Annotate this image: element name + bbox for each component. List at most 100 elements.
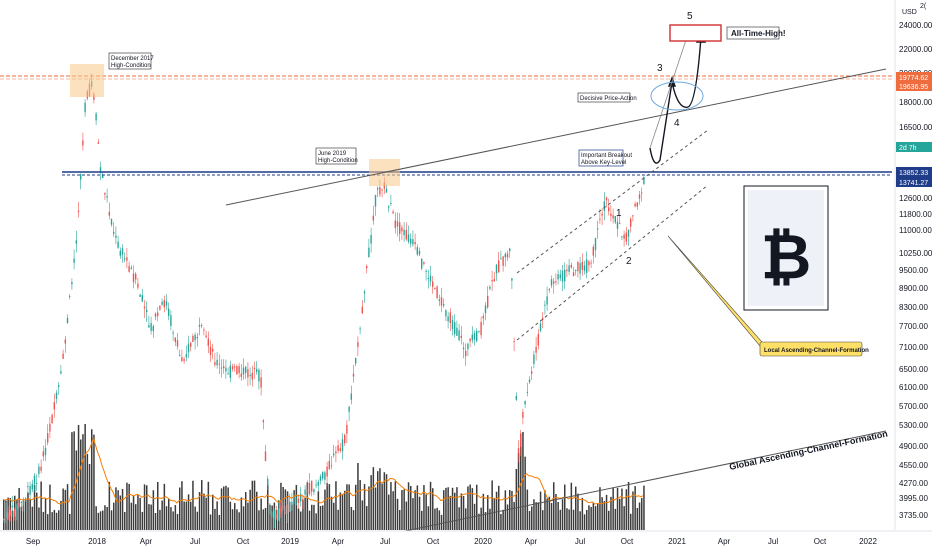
y-tick-label: 10250.00 — [899, 249, 932, 258]
candle-body — [284, 512, 286, 514]
volume-bar — [467, 486, 469, 530]
volume-bar — [588, 505, 590, 530]
volume-bar — [458, 507, 460, 530]
volume-bar — [359, 480, 361, 530]
volume-bar — [174, 505, 177, 530]
x-tick-label: 2019 — [281, 537, 299, 546]
volume-bar — [113, 502, 115, 530]
volume-bar — [207, 481, 210, 530]
candle-body — [566, 269, 568, 272]
candle-body — [240, 373, 242, 377]
volume-moving-average — [2, 436, 644, 505]
volume-bar — [209, 514, 212, 530]
candle-body — [583, 265, 586, 271]
candle-body — [500, 258, 502, 260]
candle-body — [363, 291, 366, 294]
candle-body — [31, 484, 33, 490]
candle-body — [561, 270, 564, 282]
time-axis[interactable]: Sep 2018 Apr Jul Oct 2019 Apr Jul Oct 2020 Apr Jul O… — [0, 530, 932, 550]
volume-bar — [260, 498, 262, 530]
candle-body — [95, 113, 97, 121]
candle-body — [234, 366, 236, 368]
candle-body — [262, 420, 264, 423]
volume-bar — [256, 491, 258, 530]
candle-body — [84, 102, 86, 113]
volume-bar — [159, 509, 161, 530]
candle-body — [322, 471, 324, 479]
candle-body — [20, 501, 22, 503]
y-tick-label: 7700.00 — [899, 322, 928, 331]
volume-bar — [227, 487, 229, 530]
candle-body — [553, 281, 555, 284]
volume-bar — [247, 502, 249, 530]
volume-bar — [478, 513, 480, 530]
volume-bar — [517, 453, 520, 530]
volume-bar — [289, 502, 291, 530]
candle-body — [275, 514, 278, 518]
y-tick-label: 4550.00 — [899, 461, 928, 470]
volume-bar — [421, 510, 423, 530]
volume-bar — [229, 501, 232, 530]
volume-bar — [570, 482, 573, 530]
volume-bar — [632, 491, 634, 530]
upper-trendline — [225, 68, 887, 206]
volume-bar — [139, 497, 141, 530]
volume-bar — [616, 487, 619, 530]
candle-body — [403, 229, 405, 236]
candle-body — [121, 248, 124, 255]
candle-body — [157, 312, 159, 316]
candle-body — [40, 466, 42, 471]
volume-bar — [388, 494, 390, 530]
candle-body — [278, 508, 280, 521]
candle-body — [27, 486, 29, 488]
x-tick-label: 2021 — [668, 537, 686, 546]
candle-body — [216, 359, 218, 366]
volume-bar — [31, 506, 34, 530]
volume-bar — [568, 509, 570, 530]
candle-body — [185, 354, 187, 358]
candle-body — [44, 447, 47, 456]
candle-body — [264, 451, 267, 462]
volume-bar — [187, 494, 190, 530]
volume-bar — [390, 482, 392, 530]
candle-body — [416, 247, 418, 255]
volume-bar — [172, 511, 174, 530]
volume-bar — [370, 475, 372, 530]
local-channel-callout: Local Ascending-Channel-Formation — [667, 235, 869, 357]
candle-body — [110, 219, 113, 225]
volume-bar — [324, 489, 326, 530]
candle-body — [443, 304, 445, 306]
price-label: 13852.33 — [899, 170, 928, 177]
candle-body — [370, 234, 372, 244]
volume-bar — [91, 429, 93, 530]
volume-bar — [77, 424, 80, 530]
candle-body — [586, 259, 588, 273]
volume-bar — [350, 506, 353, 530]
candle-body — [341, 439, 344, 452]
candle-body — [385, 188, 388, 193]
volume-bar — [436, 507, 438, 530]
candle-body — [548, 289, 550, 291]
candle-body — [357, 342, 359, 347]
volume-bar — [71, 432, 73, 530]
volume-bar — [544, 490, 546, 530]
volume-bar — [60, 500, 62, 530]
price-axis[interactable]: 24000.0022000.0020000.0018000.0016500.00… — [894, 0, 932, 530]
candle-body — [346, 425, 348, 434]
volume-bar — [520, 434, 522, 530]
x-tick-label: Apr — [140, 537, 153, 546]
volume-bar — [630, 513, 632, 530]
y-tick-label: 3735.00 — [899, 511, 928, 520]
volume-bar — [581, 497, 584, 530]
candle-body — [7, 512, 9, 520]
volume-bar — [608, 510, 610, 530]
candle-body — [29, 486, 31, 495]
decisive-zone-ellipse — [650, 81, 704, 111]
volume-bar — [214, 508, 216, 530]
candle-body — [434, 288, 436, 290]
volume-bar — [623, 506, 625, 530]
volume-bar — [97, 512, 100, 530]
volume-bar — [341, 493, 344, 530]
candle-body — [69, 295, 71, 297]
